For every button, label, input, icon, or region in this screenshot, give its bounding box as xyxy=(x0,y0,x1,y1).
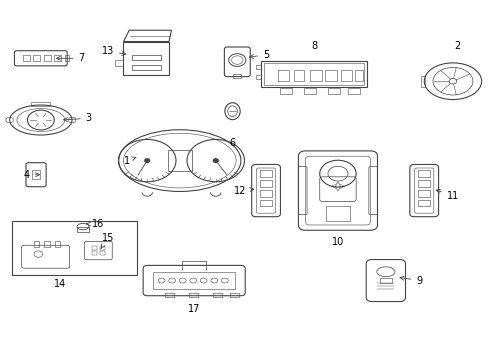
Bar xyxy=(260,180,271,187)
Text: 6: 6 xyxy=(229,138,235,148)
Bar xyxy=(293,70,304,81)
Bar xyxy=(260,200,271,207)
Text: 17: 17 xyxy=(187,304,200,314)
Bar xyxy=(379,278,391,283)
Bar xyxy=(55,241,61,247)
Bar xyxy=(92,251,97,255)
Bar xyxy=(77,226,89,231)
Bar xyxy=(132,55,160,60)
Bar xyxy=(33,55,41,61)
Bar xyxy=(92,246,97,249)
Bar xyxy=(213,293,222,297)
Bar xyxy=(22,55,30,61)
Bar xyxy=(304,88,316,94)
Bar xyxy=(230,293,238,297)
Bar xyxy=(12,221,137,275)
Text: 12: 12 xyxy=(233,186,253,195)
Bar xyxy=(260,171,271,177)
Bar xyxy=(167,150,191,171)
Bar xyxy=(44,241,50,247)
Text: 10: 10 xyxy=(331,237,344,247)
Bar xyxy=(132,65,160,70)
Text: 3: 3 xyxy=(63,113,92,123)
Bar xyxy=(325,70,337,81)
Text: 14: 14 xyxy=(54,279,66,289)
Text: 7: 7 xyxy=(57,53,84,63)
Bar xyxy=(233,74,241,78)
Bar xyxy=(260,190,271,197)
Bar xyxy=(418,200,429,207)
Bar xyxy=(123,41,169,75)
Bar xyxy=(100,251,104,255)
Bar xyxy=(31,102,50,106)
Text: 15: 15 xyxy=(101,233,114,248)
Bar xyxy=(115,60,123,66)
Bar xyxy=(100,246,104,249)
Bar xyxy=(189,293,198,297)
Text: 16: 16 xyxy=(86,219,104,229)
Bar xyxy=(255,65,261,69)
Text: 1: 1 xyxy=(124,156,136,166)
Bar xyxy=(418,180,429,187)
Circle shape xyxy=(144,159,149,162)
Bar xyxy=(418,190,429,197)
Bar xyxy=(43,55,51,61)
Text: 5: 5 xyxy=(249,50,268,60)
Bar xyxy=(255,75,261,80)
Text: 11: 11 xyxy=(435,189,458,201)
Text: 4: 4 xyxy=(23,170,40,180)
Bar xyxy=(325,206,349,221)
Bar xyxy=(32,171,41,179)
Bar xyxy=(64,55,68,62)
Circle shape xyxy=(213,159,218,162)
Bar xyxy=(261,61,366,87)
Bar xyxy=(420,76,425,86)
Bar xyxy=(54,55,61,61)
Bar xyxy=(328,88,340,94)
Bar xyxy=(278,70,288,81)
Bar xyxy=(153,272,235,289)
Text: 13: 13 xyxy=(102,46,125,56)
Text: 8: 8 xyxy=(310,41,316,51)
Bar xyxy=(341,70,351,81)
Bar xyxy=(354,70,363,81)
Bar xyxy=(280,88,292,94)
Bar xyxy=(263,63,364,85)
Bar xyxy=(309,70,321,81)
Bar xyxy=(418,171,429,177)
Text: 9: 9 xyxy=(399,275,422,285)
Bar xyxy=(165,293,174,297)
Bar xyxy=(34,241,40,247)
Bar xyxy=(347,88,359,94)
Text: 2: 2 xyxy=(454,41,460,51)
